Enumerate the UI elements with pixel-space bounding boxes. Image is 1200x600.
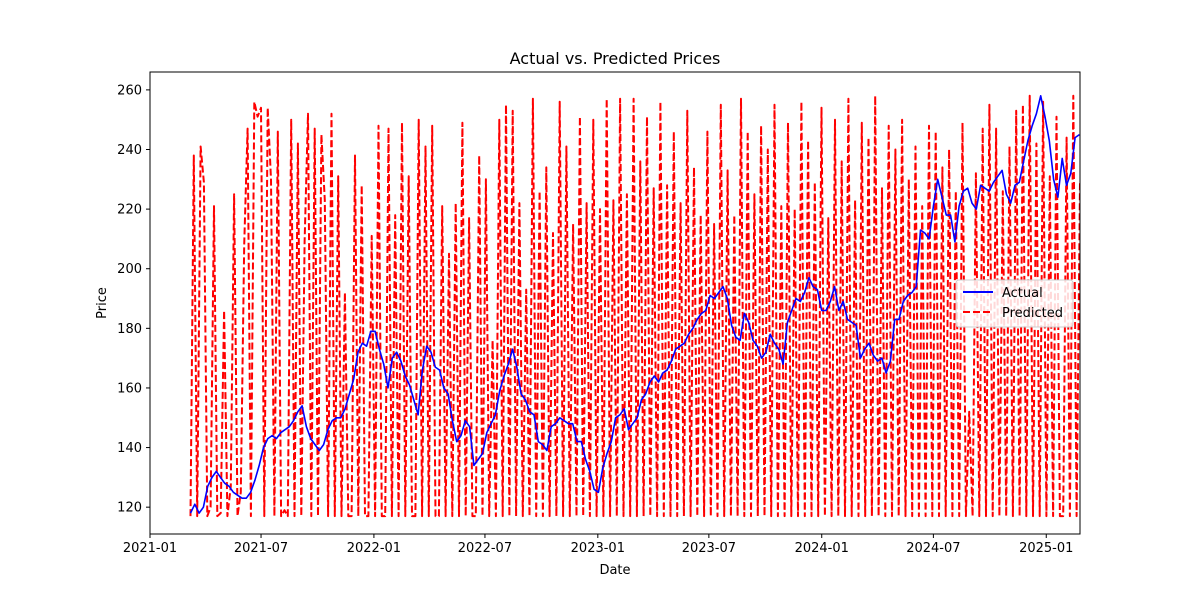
y-tick-label: 180: [117, 322, 142, 337]
series-predicted-line: [189, 94, 1080, 518]
x-tick-label: 2024-07: [906, 541, 960, 556]
x-tick-label: 2024-01: [795, 541, 849, 556]
x-tick-label: 2021-07: [234, 541, 288, 556]
plot-frame: [149, 71, 1081, 535]
x-tick-label: 2025-01: [1019, 541, 1073, 556]
x-axis-label: Date: [599, 563, 630, 578]
y-tick-label: 260: [117, 83, 142, 98]
y-tick-label: 220: [117, 203, 142, 218]
x-tick-label: 2023-01: [571, 541, 625, 556]
y-axis-label: Price: [95, 287, 110, 319]
x-axis: 2021-01 2021-07 2022-01 2022-07 2023-01 2023-…: [123, 534, 1073, 556]
x-tick-label: 2023-07: [682, 541, 736, 556]
legend-label-actual: Actual: [1002, 286, 1043, 301]
chart-title: Actual vs. Predicted Prices: [510, 49, 721, 68]
y-tick-label: 160: [117, 381, 142, 396]
x-tick-label: 2022-01: [347, 541, 401, 556]
y-tick-label: 120: [117, 501, 142, 516]
legend-label-predicted: Predicted: [1002, 306, 1063, 321]
y-axis: 120 140 160 180 200 220 240 260: [117, 83, 150, 516]
y-tick-label: 240: [117, 143, 142, 158]
legend: Actual Predicted: [955, 279, 1074, 328]
x-tick-label: 2021-01: [123, 541, 177, 556]
series-layer: [189, 94, 1080, 518]
series-actual-line: [189, 95, 1080, 514]
x-tick-label: 2022-07: [458, 541, 512, 556]
y-tick-label: 140: [117, 441, 142, 456]
y-tick-label: 200: [117, 262, 142, 277]
